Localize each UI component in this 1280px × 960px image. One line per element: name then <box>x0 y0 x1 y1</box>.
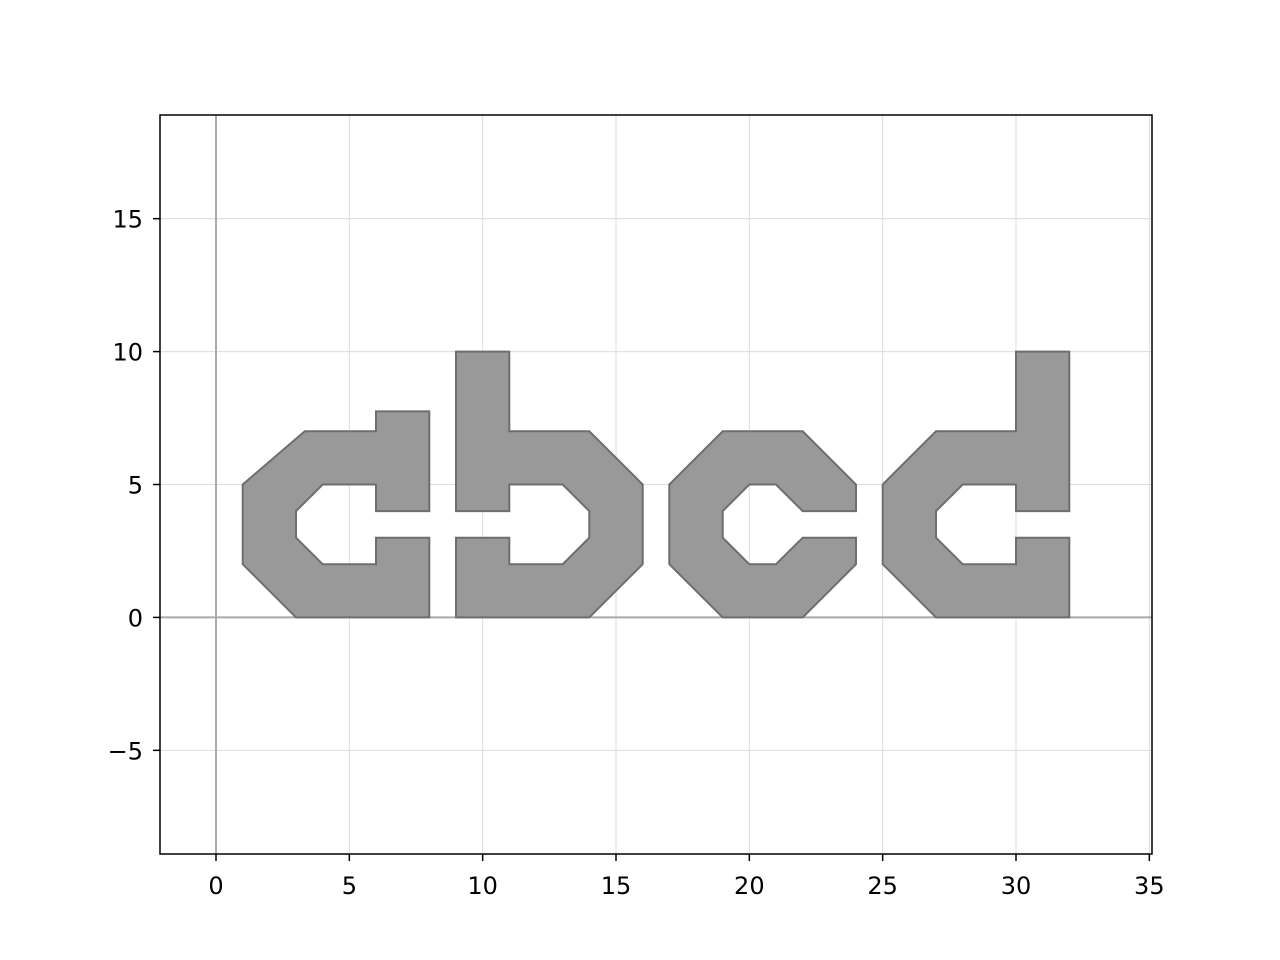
plot-frame <box>159 114 1153 855</box>
y-tick-label: 15 <box>112 206 143 234</box>
shape-d <box>881 350 1071 619</box>
x-tick-label: 0 <box>208 872 223 900</box>
x-tick-label: 30 <box>1001 872 1032 900</box>
shape-c <box>241 410 431 619</box>
shape-b <box>455 350 644 619</box>
ticks: 0 5 10 15 20 25 30 35 −5 0 5 10 15 <box>108 206 1165 900</box>
x-tick-label: 35 <box>1134 872 1165 900</box>
shapes <box>241 350 1071 619</box>
y-tick-label: 10 <box>112 339 143 367</box>
y-tick-label: −5 <box>108 737 143 765</box>
y-tick-label: 5 <box>128 472 143 500</box>
x-tick-label: 5 <box>342 872 357 900</box>
y-tick-label: 0 <box>128 604 143 632</box>
x-tick-label: 25 <box>867 872 898 900</box>
x-tick-label: 20 <box>734 872 765 900</box>
x-tick-label: 15 <box>601 872 632 900</box>
shape-c <box>668 430 857 619</box>
x-tick-label: 10 <box>467 872 498 900</box>
